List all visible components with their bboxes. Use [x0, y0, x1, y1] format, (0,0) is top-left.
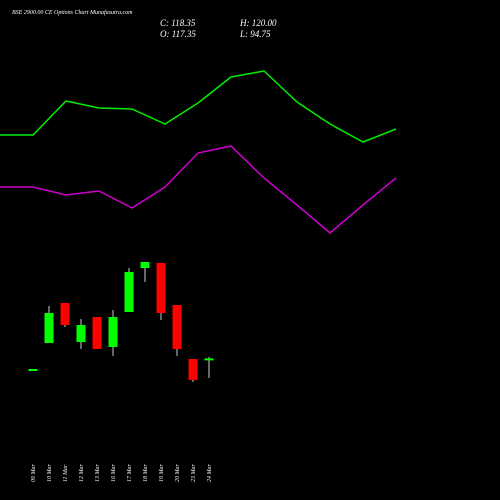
- candle-body: [124, 272, 134, 312]
- chart-title: BSE 2900.00 CE Options Chart Munafasutra…: [12, 9, 133, 16]
- candle-body: [172, 305, 182, 349]
- x-tick-label: 16 Mar: [111, 464, 117, 482]
- x-tick-label: 11 Mar: [63, 464, 69, 482]
- readout-high: H: 120.00: [239, 18, 277, 28]
- candle-body: [76, 325, 86, 342]
- candle-body: [156, 263, 166, 313]
- readout-low: L: 94.75: [239, 29, 271, 39]
- candle-body: [60, 303, 70, 325]
- x-tick-label: 13 Mar: [95, 464, 101, 482]
- candle-body: [108, 317, 118, 347]
- candle-body: [188, 359, 198, 380]
- readout-close: C: 118.35: [160, 18, 196, 28]
- indicator-line: [0, 70, 397, 143]
- x-tick-label: 12 Mar: [79, 464, 85, 482]
- candle-body: [44, 313, 54, 343]
- candle-body: [28, 369, 38, 371]
- candle-body: [140, 262, 150, 268]
- candle-body: [92, 317, 102, 349]
- x-tick-label: 24 Mar: [206, 464, 213, 482]
- x-tick-label: 20 Mar: [175, 464, 181, 482]
- x-tick-label: 17 Mar: [127, 464, 133, 482]
- x-tick-label: 09 Mar: [31, 464, 37, 482]
- x-tick-label: 18 Mar: [143, 464, 149, 482]
- indicator-line: [0, 145, 397, 234]
- x-tick-label: 10 Mar: [47, 464, 53, 482]
- x-tick-label: 23 Mar: [191, 464, 197, 482]
- readout-open: O: 117.35: [160, 29, 196, 39]
- x-tick-label: 19 Mar: [159, 464, 165, 482]
- candle-body: [204, 358, 214, 361]
